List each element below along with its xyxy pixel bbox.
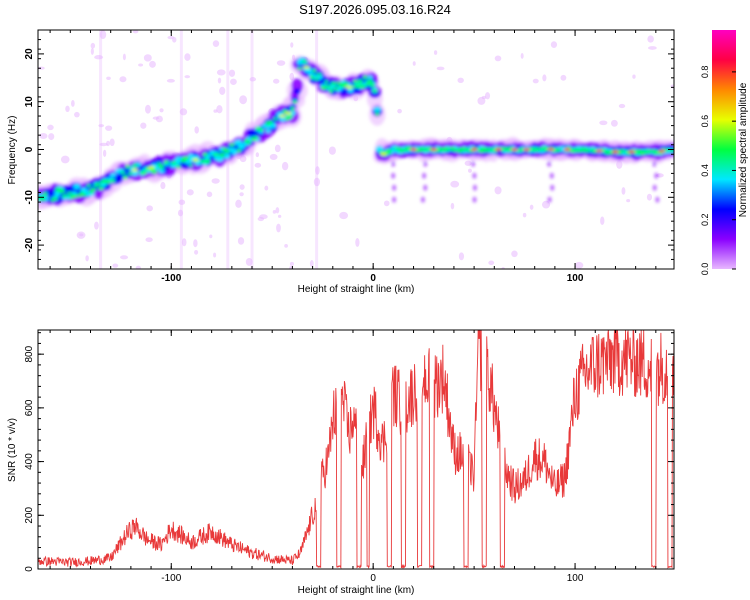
- snr-y-tick-label: 400: [24, 453, 35, 470]
- snr-x-axis-label: Height of straight line (km): [298, 585, 415, 596]
- spectrogram-x-axis-label: Height of straight line (km): [298, 284, 415, 295]
- snr-axes: -100 0 100 0 200 400 600 800: [24, 329, 675, 584]
- colorbar-gradient: [712, 30, 736, 269]
- colorbar-label: Normalized spectral amplitude: [738, 82, 749, 217]
- spectrogram-y-tick-label: 10: [24, 96, 35, 108]
- snr-y-tick-label: 200: [24, 507, 35, 524]
- snr-y-axis-label: SNR (10 * v/v): [7, 418, 18, 482]
- snr-y-tick-label: 600: [24, 399, 35, 416]
- snr-x-tick-label: 100: [567, 573, 584, 584]
- spectrogram-ridge: [38, 55, 674, 210]
- chart-title: S197.2026.095.03.16.R24: [299, 2, 451, 17]
- snr-line-plot: [38, 330, 674, 569]
- spectrogram-x-tick-label: 0: [370, 273, 376, 284]
- spectrogram-y-axis-label: Frequency (Hz): [7, 116, 18, 185]
- spectrogram-x-tick-label: -100: [161, 273, 181, 284]
- colorbar-tick-label: 0.4: [700, 164, 710, 177]
- spectrogram-heatmap: [38, 30, 674, 269]
- colorbar-tick-label: 0.8: [700, 66, 710, 79]
- spectrogram-x-tick-label: 100: [567, 273, 584, 284]
- colorbar-tick-label: 0.2: [700, 213, 710, 226]
- snr-y-tick-label: 0: [24, 566, 35, 572]
- snr-x-tick-label: 0: [370, 573, 376, 584]
- spectrogram-y-tick-label: -20: [24, 237, 35, 252]
- spectrogram-y-tick-label: 20: [24, 48, 35, 60]
- snr-x-tick-label: -100: [161, 573, 181, 584]
- spectrogram-y-tick-label: -10: [24, 190, 35, 205]
- colorbar: 0.0 0.2 0.4 0.6 0.8: [700, 30, 736, 275]
- snr-y-tick-label: 800: [24, 345, 35, 362]
- colorbar-tick-label: 0.0: [700, 263, 710, 276]
- snr-series-line: [38, 330, 674, 569]
- colorbar-tick-label: 0.6: [700, 115, 710, 128]
- spectrogram-y-tick-label: 0: [24, 146, 35, 152]
